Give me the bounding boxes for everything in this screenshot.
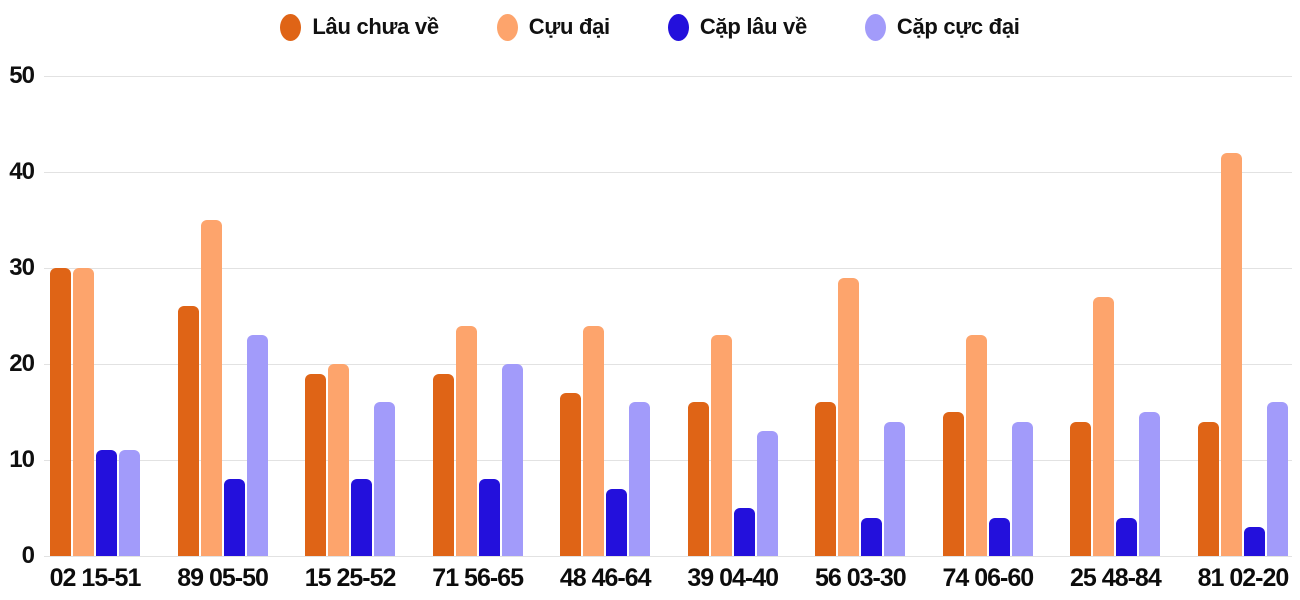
legend-label: Cặp cực đại bbox=[896, 14, 1020, 39]
bar[interactable] bbox=[583, 325, 605, 556]
bar-cluster bbox=[50, 76, 140, 556]
bar[interactable] bbox=[733, 508, 755, 556]
bar[interactable] bbox=[455, 325, 477, 556]
y-tick-label: 50 bbox=[9, 62, 35, 89]
bar[interactable] bbox=[432, 373, 454, 556]
gridline bbox=[44, 460, 1292, 461]
legend-label: Lâu chưa về bbox=[312, 14, 439, 39]
bar[interactable] bbox=[838, 277, 860, 556]
bar-cluster bbox=[687, 76, 778, 556]
x-tick-label: 25 48-84 bbox=[1070, 563, 1162, 592]
grid-layer bbox=[44, 76, 1292, 557]
bar-cluster bbox=[815, 76, 906, 556]
bar-group: 39 04-40 bbox=[687, 76, 779, 600]
bar[interactable] bbox=[246, 335, 268, 556]
legend-item[interactable]: Lâu chưa về bbox=[280, 13, 439, 41]
bar-cluster bbox=[560, 76, 651, 556]
bar[interactable] bbox=[351, 479, 373, 556]
y-tick-label: 0 bbox=[21, 542, 35, 569]
bar[interactable] bbox=[756, 431, 778, 556]
y-tick-label: 40 bbox=[9, 158, 35, 185]
legend-item[interactable]: Cựu đại bbox=[496, 13, 610, 41]
legend-label: Cặp lâu về bbox=[699, 14, 807, 39]
bar[interactable] bbox=[223, 479, 245, 556]
bar-cluster bbox=[432, 76, 523, 556]
x-tick-label: 89 05-50 bbox=[177, 563, 269, 592]
y-tick-label: 10 bbox=[9, 446, 35, 473]
bar-cluster bbox=[305, 76, 396, 556]
bar[interactable] bbox=[1011, 421, 1033, 556]
bar[interactable] bbox=[501, 364, 523, 556]
legend-color-dot-icon bbox=[667, 13, 689, 41]
bar[interactable] bbox=[200, 220, 222, 556]
gridline bbox=[44, 364, 1292, 365]
bar[interactable] bbox=[606, 488, 628, 556]
bar[interactable] bbox=[73, 268, 94, 556]
bar[interactable] bbox=[965, 335, 987, 556]
bar[interactable] bbox=[1266, 402, 1288, 556]
x-tick-label: 71 56-65 bbox=[432, 563, 524, 592]
bar-group: 25 48-84 bbox=[1070, 76, 1162, 600]
bar-group: 48 46-64 bbox=[559, 76, 652, 600]
bar[interactable] bbox=[478, 479, 500, 556]
bar[interactable] bbox=[1093, 296, 1115, 556]
legend-item[interactable]: Cặp cực đại bbox=[864, 13, 1020, 41]
gridline bbox=[44, 268, 1292, 269]
y-tick-label: 20 bbox=[9, 350, 35, 377]
bar[interactable] bbox=[710, 335, 732, 556]
x-tick-label: 02 15-51 bbox=[49, 563, 142, 592]
plot-area: 02 15-51 89 05-50 15 25-52 71 56-65 48 46-64… bbox=[44, 76, 1292, 600]
gridline bbox=[44, 76, 1292, 77]
legend-label: Cựu đại bbox=[528, 14, 610, 39]
bar-group: 81 02-20 bbox=[1197, 76, 1290, 600]
bar[interactable] bbox=[96, 450, 117, 556]
x-tick-label: 48 46-64 bbox=[559, 563, 652, 592]
bar[interactable] bbox=[1220, 152, 1242, 556]
x-tick-label: 39 04-40 bbox=[687, 563, 779, 592]
bar[interactable] bbox=[942, 412, 964, 556]
bar[interactable] bbox=[687, 402, 709, 556]
x-tick-label: 74 06-60 bbox=[942, 563, 1034, 592]
bar-cluster bbox=[177, 76, 268, 556]
bar[interactable] bbox=[50, 268, 71, 556]
bar-group: 15 25-52 bbox=[304, 76, 397, 600]
legend-color-dot-icon bbox=[864, 13, 886, 41]
x-tick-label: 15 25-52 bbox=[304, 563, 397, 592]
bar[interactable] bbox=[1116, 517, 1138, 556]
bar-group: 56 03-30 bbox=[814, 76, 907, 600]
chart-legend: Lâu chưa về Cựu đại Cặp lâu về Cặp cực đại bbox=[0, 6, 1300, 48]
bar[interactable] bbox=[1070, 421, 1092, 556]
bar[interactable] bbox=[560, 392, 582, 556]
bar[interactable] bbox=[177, 306, 199, 556]
bar-group: 89 05-50 bbox=[177, 76, 269, 600]
gridline bbox=[44, 556, 1292, 557]
y-tick-label: 30 bbox=[9, 254, 35, 281]
bar[interactable] bbox=[988, 517, 1010, 556]
bar-cluster bbox=[1197, 76, 1288, 556]
bar-group: 71 56-65 bbox=[432, 76, 524, 600]
bar[interactable] bbox=[815, 402, 837, 556]
x-tick-label: 56 03-30 bbox=[814, 563, 907, 592]
bar[interactable] bbox=[305, 373, 327, 556]
bar[interactable] bbox=[119, 450, 140, 556]
bar[interactable] bbox=[328, 364, 350, 556]
gridline bbox=[44, 172, 1292, 173]
bar-cluster bbox=[1070, 76, 1161, 556]
legend-color-dot-icon bbox=[280, 13, 302, 41]
legend-item[interactable]: Cặp lâu về bbox=[667, 13, 807, 41]
bar[interactable] bbox=[861, 517, 883, 556]
bar[interactable] bbox=[1197, 421, 1219, 556]
bar-cluster bbox=[942, 76, 1033, 556]
bar-group: 74 06-60 bbox=[942, 76, 1034, 600]
bar[interactable] bbox=[1139, 412, 1161, 556]
x-tick-label: 81 02-20 bbox=[1197, 563, 1290, 592]
bar[interactable] bbox=[1243, 527, 1265, 556]
bar[interactable] bbox=[374, 402, 396, 556]
y-axis: 0 10 20 30 40 50 bbox=[0, 0, 35, 600]
bar[interactable] bbox=[884, 421, 906, 556]
bar-group: 02 15-51 bbox=[49, 76, 142, 600]
legend-color-dot-icon bbox=[496, 13, 518, 41]
bar[interactable] bbox=[629, 402, 651, 556]
